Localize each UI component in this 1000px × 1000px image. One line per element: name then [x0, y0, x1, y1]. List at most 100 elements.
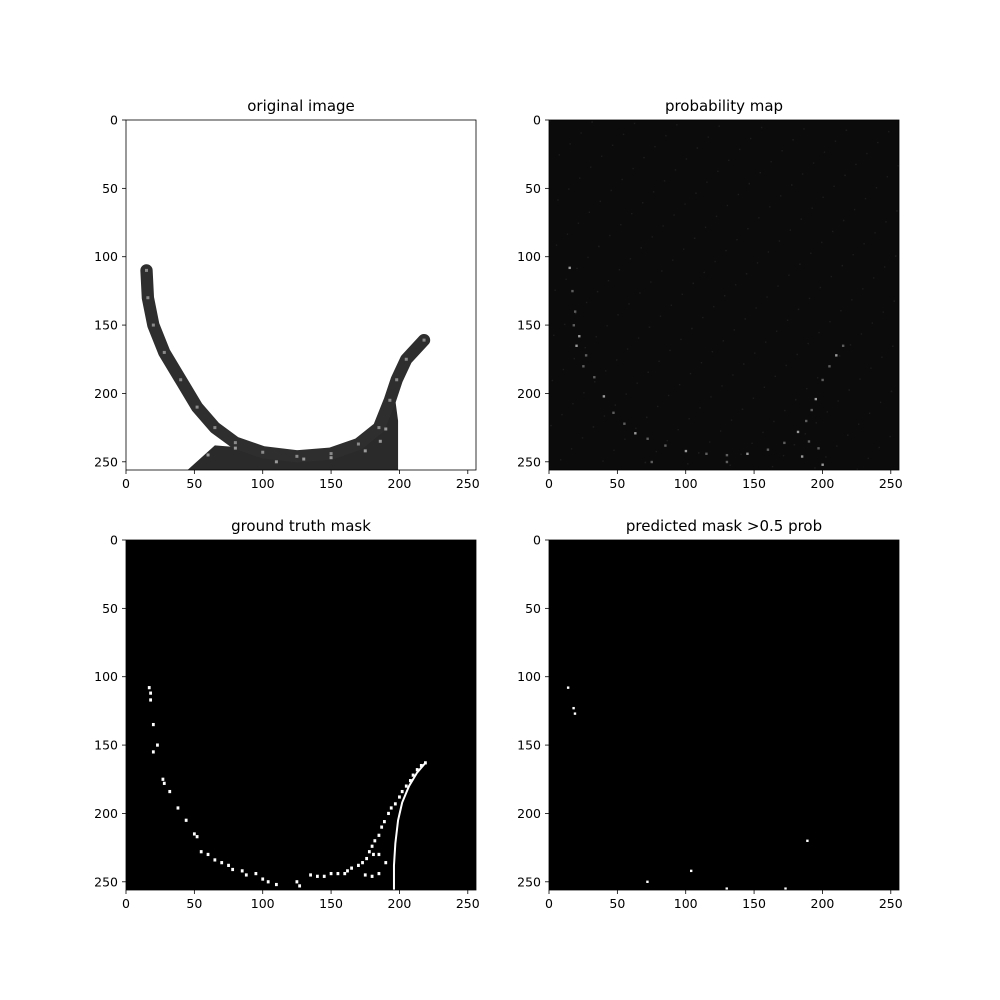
noise-pixel — [859, 378, 861, 380]
mask-pixel — [372, 852, 375, 857]
noise-pixel — [721, 385, 723, 387]
noise-pixel — [714, 260, 716, 263]
noise-pixel — [747, 228, 749, 230]
texture-speck — [395, 378, 399, 382]
noise-pixel — [767, 251, 770, 253]
probability-speckle — [623, 422, 626, 425]
x-tick-label: 200 — [811, 896, 835, 911]
noise-pixel — [632, 167, 634, 170]
noise-pixel — [775, 330, 778, 332]
noise-pixel — [877, 141, 879, 144]
noise-pixel — [688, 418, 690, 420]
noise-pixel — [729, 464, 731, 466]
noise-pixel — [804, 433, 807, 435]
noise-pixel — [579, 177, 581, 179]
mask-pixel — [393, 802, 397, 806]
probability-speckle — [783, 441, 786, 445]
probability-speckle — [612, 411, 615, 414]
mask-pixel — [309, 873, 312, 877]
noise-pixel — [590, 166, 592, 168]
noise-pixel — [592, 426, 595, 428]
noise-pixel — [878, 446, 880, 449]
texture-speck — [422, 338, 426, 342]
subplot-grid: original image 0 50 100 150 200 250 0 50 100 150 20… — [94, 97, 903, 911]
noise-pixel — [833, 185, 835, 188]
noise-pixel — [553, 334, 555, 337]
y-tick-label: 100 — [517, 669, 541, 684]
axes-frame — [125, 119, 477, 471]
noise-pixel — [698, 452, 700, 454]
noise-pixel — [702, 316, 704, 319]
noise-pixel — [707, 136, 709, 138]
probability-speckle — [578, 335, 581, 338]
mask-pixel — [389, 806, 393, 810]
noise-pixel — [890, 390, 893, 393]
noise-pixel — [620, 223, 622, 226]
probability-speckle — [800, 455, 804, 458]
y-tick-label: 50 — [102, 601, 118, 616]
noise-pixel — [819, 286, 822, 289]
texture-speck — [195, 405, 199, 409]
mask-pixel — [298, 884, 302, 888]
noise-pixel — [631, 212, 633, 215]
noise-pixel — [655, 450, 658, 453]
mask-pixel — [231, 867, 235, 872]
noise-pixel — [726, 204, 729, 207]
noise-pixel — [667, 394, 670, 397]
noise-pixel — [647, 371, 649, 373]
noise-pixel — [825, 456, 827, 458]
noise-pixel — [678, 383, 681, 386]
x-tick-label: 250 — [456, 476, 480, 491]
mask-pixel — [363, 873, 367, 877]
y-tick-label: 150 — [517, 738, 541, 753]
noise-pixel — [801, 173, 804, 175]
noise-pixel — [576, 267, 578, 270]
noise-pixel — [646, 416, 648, 419]
noise-pixel — [724, 295, 726, 297]
noise-pixel — [613, 449, 615, 451]
noise-pixel — [765, 341, 767, 343]
noise-pixel — [583, 392, 585, 394]
noise-pixel — [693, 237, 696, 239]
noise-pixel — [883, 266, 886, 268]
noise-pixel — [781, 150, 783, 152]
noise-pixel — [867, 457, 869, 460]
x-tick-label: 150 — [742, 476, 766, 491]
probability-speckle — [817, 447, 820, 450]
mask-pixel — [168, 789, 172, 794]
noise-pixel — [736, 238, 738, 241]
mask-pixel — [398, 795, 401, 799]
mask-pixel — [377, 871, 381, 876]
noise-pixel — [609, 234, 611, 237]
mask-pixel — [151, 750, 155, 754]
noise-pixel — [651, 236, 653, 238]
noise-pixel — [594, 381, 596, 383]
noise-pixel — [800, 218, 802, 220]
texture-speck — [295, 454, 299, 458]
probability-speckle — [814, 397, 818, 401]
noise-pixel — [799, 263, 801, 265]
noise-pixel — [875, 186, 878, 189]
noise-pixel — [607, 279, 610, 282]
noise-pixel — [680, 338, 682, 341]
probability-speckle — [634, 432, 637, 435]
noise-pixel — [626, 348, 629, 350]
mask-pixel — [151, 722, 155, 727]
image-background — [126, 120, 476, 470]
noise-pixel — [823, 151, 826, 153]
noise-pixel — [860, 333, 863, 335]
noise-pixel — [703, 271, 705, 274]
y-tick-label: 250 — [517, 874, 541, 889]
noise-pixel — [788, 274, 790, 276]
y-tick-label: 0 — [110, 113, 118, 128]
subplot-title: ground truth mask — [231, 517, 371, 535]
texture-speck — [179, 378, 183, 382]
noise-pixel — [840, 310, 842, 312]
noise-pixel — [821, 241, 823, 244]
noise-pixel — [777, 285, 779, 287]
noise-pixel — [797, 308, 800, 311]
probability-speckle — [821, 463, 824, 466]
noise-pixel — [562, 368, 565, 371]
x-tick-label: 250 — [879, 476, 903, 491]
noise-pixel — [874, 232, 876, 234]
